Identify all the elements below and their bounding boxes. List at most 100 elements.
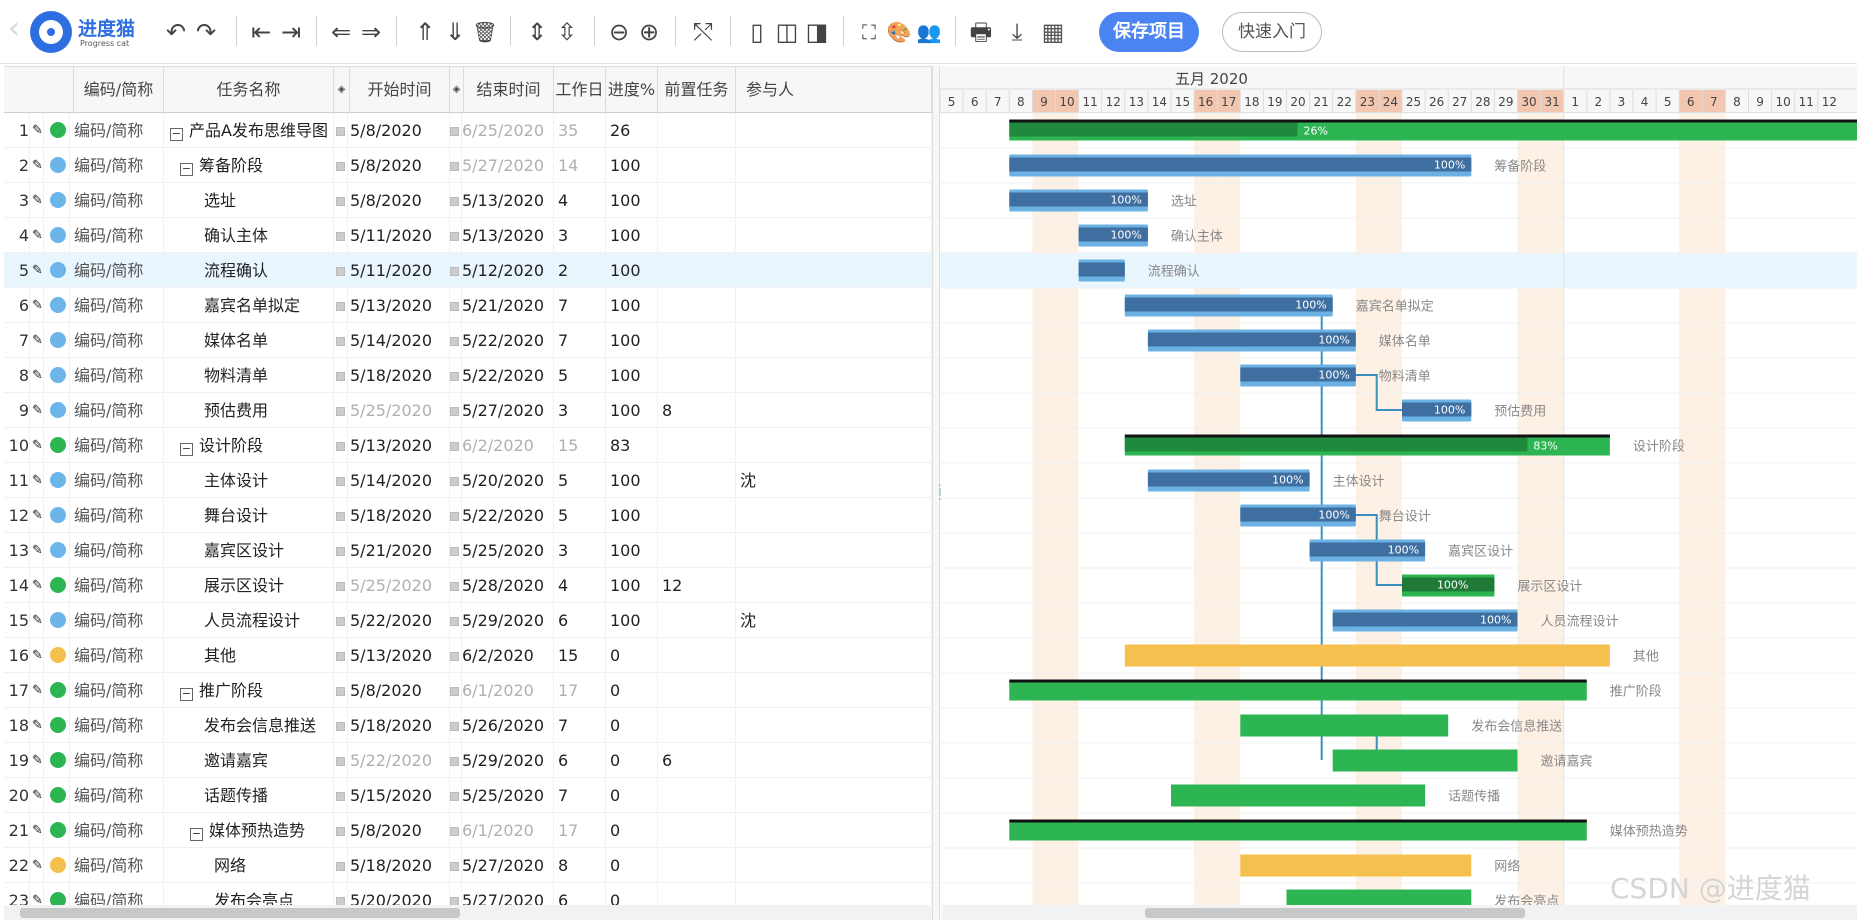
end-date-cell[interactable]: 6/1/2020: [462, 673, 554, 708]
end-date-cell[interactable]: 5/25/2020: [462, 533, 554, 568]
code-cell[interactable]: 编码/简称: [74, 883, 164, 906]
table-row[interactable]: 9 ✎ 编码/简称 预估费用 5/25/2020 5/27/2020 3 100 8: [4, 393, 932, 428]
start-constraint-checkbox[interactable]: [336, 302, 345, 311]
progress-cell[interactable]: 100: [606, 568, 658, 603]
predecessor-cell[interactable]: [658, 288, 736, 323]
redo-icon[interactable]: ↷: [195, 18, 217, 46]
status-dot[interactable]: [50, 892, 66, 906]
zoom-in-icon[interactable]: ⊕: [638, 18, 660, 46]
end-date-cell[interactable]: 5/22/2020: [462, 323, 554, 358]
status-dot[interactable]: [50, 122, 66, 138]
code-cell[interactable]: 编码/简称: [74, 638, 164, 673]
end-date-cell[interactable]: 6/1/2020: [462, 813, 554, 848]
header-start[interactable]: 开始时间: [350, 67, 450, 113]
task-bar[interactable]: [1240, 854, 1472, 877]
participant-cell[interactable]: [736, 883, 932, 906]
end-date-cell[interactable]: 5/29/2020: [462, 743, 554, 778]
progress-cell[interactable]: 0: [606, 673, 658, 708]
status-dot[interactable]: [50, 752, 66, 768]
progress-cell[interactable]: 100: [606, 183, 658, 218]
task-name-cell[interactable]: 舞台设计: [164, 498, 334, 533]
code-cell[interactable]: 编码/简称: [74, 358, 164, 393]
end-date-cell[interactable]: 5/25/2020: [462, 778, 554, 813]
table-row[interactable]: 19 ✎ 编码/简称 邀请嘉宾 5/22/2020 5/29/2020 6 0 6: [4, 743, 932, 778]
duration-cell[interactable]: 6: [554, 603, 606, 638]
end-date-cell[interactable]: 6/2/2020: [462, 638, 554, 673]
task-name-cell[interactable]: 主体设计: [164, 463, 334, 498]
predecessor-cell[interactable]: [658, 638, 736, 673]
task-name-cell[interactable]: 选址: [164, 183, 334, 218]
participant-cell[interactable]: [736, 813, 932, 848]
fullscreen-icon[interactable]: ⛶: [862, 20, 876, 44]
people-icon[interactable]: 👥: [916, 20, 942, 44]
table-row[interactable]: 8 ✎ 编码/简称 物料清单 5/18/2020 5/22/2020 5 100: [4, 358, 932, 393]
start-date-cell[interactable]: 5/14/2020: [350, 463, 450, 498]
participant-cell[interactable]: [736, 323, 932, 358]
start-date-cell[interactable]: 5/13/2020: [350, 638, 450, 673]
end-date-cell[interactable]: 5/27/2020: [462, 148, 554, 183]
end-constraint-checkbox[interactable]: [450, 442, 459, 451]
task-name-cell[interactable]: 展示区设计: [164, 568, 334, 603]
start-constraint-checkbox[interactable]: [336, 547, 345, 556]
duration-cell[interactable]: 35: [554, 113, 606, 148]
status-dot[interactable]: [50, 612, 66, 628]
start-constraint-checkbox[interactable]: [336, 442, 345, 451]
progress-cell[interactable]: 26: [606, 113, 658, 148]
task-bar[interactable]: [1124, 644, 1610, 667]
grid-only-view-icon[interactable]: ▯: [750, 18, 764, 46]
end-constraint-checkbox[interactable]: [450, 197, 459, 206]
start-constraint-checkbox[interactable]: [336, 862, 345, 871]
code-cell[interactable]: 编码/简称: [74, 463, 164, 498]
end-date-cell[interactable]: 5/22/2020: [462, 498, 554, 533]
table-row[interactable]: 10 ✎ 编码/简称 − 设计阶段 5/13/2020 6/2/2020 15 83: [4, 428, 932, 463]
task-name-cell[interactable]: 邀请嘉宾: [164, 743, 334, 778]
move-right-icon[interactable]: ⇒: [360, 18, 382, 46]
predecessor-cell[interactable]: [658, 533, 736, 568]
progress-cell[interactable]: 100: [606, 463, 658, 498]
end-date-cell[interactable]: 5/27/2020: [462, 848, 554, 883]
progress-cell[interactable]: 100: [606, 498, 658, 533]
summary-bar[interactable]: [1009, 820, 1587, 841]
palette-icon[interactable]: 🎨: [886, 20, 912, 44]
predecessor-cell[interactable]: [658, 358, 736, 393]
split-view-icon[interactable]: ◫: [775, 18, 799, 46]
start-constraint-checkbox[interactable]: [336, 617, 345, 626]
end-constraint-checkbox[interactable]: [450, 547, 459, 556]
progress-cell[interactable]: 0: [606, 883, 658, 906]
start-date-cell[interactable]: 5/15/2020: [350, 778, 450, 813]
progress-cell[interactable]: 83: [606, 428, 658, 463]
predecessor-cell[interactable]: [658, 428, 736, 463]
status-dot[interactable]: [50, 857, 66, 873]
header-predecessor[interactable]: 前置任务: [658, 67, 736, 113]
duration-cell[interactable]: 6: [554, 743, 606, 778]
progress-cell[interactable]: 100: [606, 288, 658, 323]
end-constraint-checkbox[interactable]: [450, 232, 459, 241]
code-cell[interactable]: 编码/简称: [74, 708, 164, 743]
status-dot[interactable]: [50, 507, 66, 523]
task-name-cell[interactable]: − 设计阶段: [164, 428, 334, 463]
start-date-cell[interactable]: 5/8/2020: [350, 183, 450, 218]
task-name-cell[interactable]: 流程确认: [164, 253, 334, 288]
chart-only-view-icon[interactable]: ◨: [805, 18, 829, 46]
code-cell[interactable]: 编码/简称: [74, 498, 164, 533]
task-bar[interactable]: [1240, 714, 1449, 737]
table-row[interactable]: 6 ✎ 编码/简称 嘉宾名单拟定 5/13/2020 5/21/2020 7 100: [4, 288, 932, 323]
edit-pencil-icon[interactable]: ✎: [32, 673, 44, 708]
start-date-cell[interactable]: 5/11/2020: [350, 253, 450, 288]
participant-cell[interactable]: [736, 568, 932, 603]
move-down-icon[interactable]: ⇓: [444, 18, 466, 46]
end-date-cell[interactable]: 5/13/2020: [462, 218, 554, 253]
duration-cell[interactable]: 7: [554, 323, 606, 358]
participant-cell[interactable]: [736, 743, 932, 778]
task-name-cell[interactable]: 物料清单: [164, 358, 334, 393]
progress-cell[interactable]: 0: [606, 743, 658, 778]
participant-cell[interactable]: [736, 428, 932, 463]
collapse-toggle-icon[interactable]: −: [180, 687, 193, 701]
table-row[interactable]: 3 ✎ 编码/简称 选址 5/8/2020 5/13/2020 4 100: [4, 183, 932, 218]
code-cell[interactable]: 编码/简称: [74, 323, 164, 358]
status-dot[interactable]: [50, 787, 66, 803]
duration-cell[interactable]: 5: [554, 358, 606, 393]
task-name-cell[interactable]: 发布会亮点: [164, 883, 334, 906]
collapse-toggle-icon[interactable]: −: [170, 127, 183, 141]
start-constraint-checkbox[interactable]: [336, 407, 345, 416]
